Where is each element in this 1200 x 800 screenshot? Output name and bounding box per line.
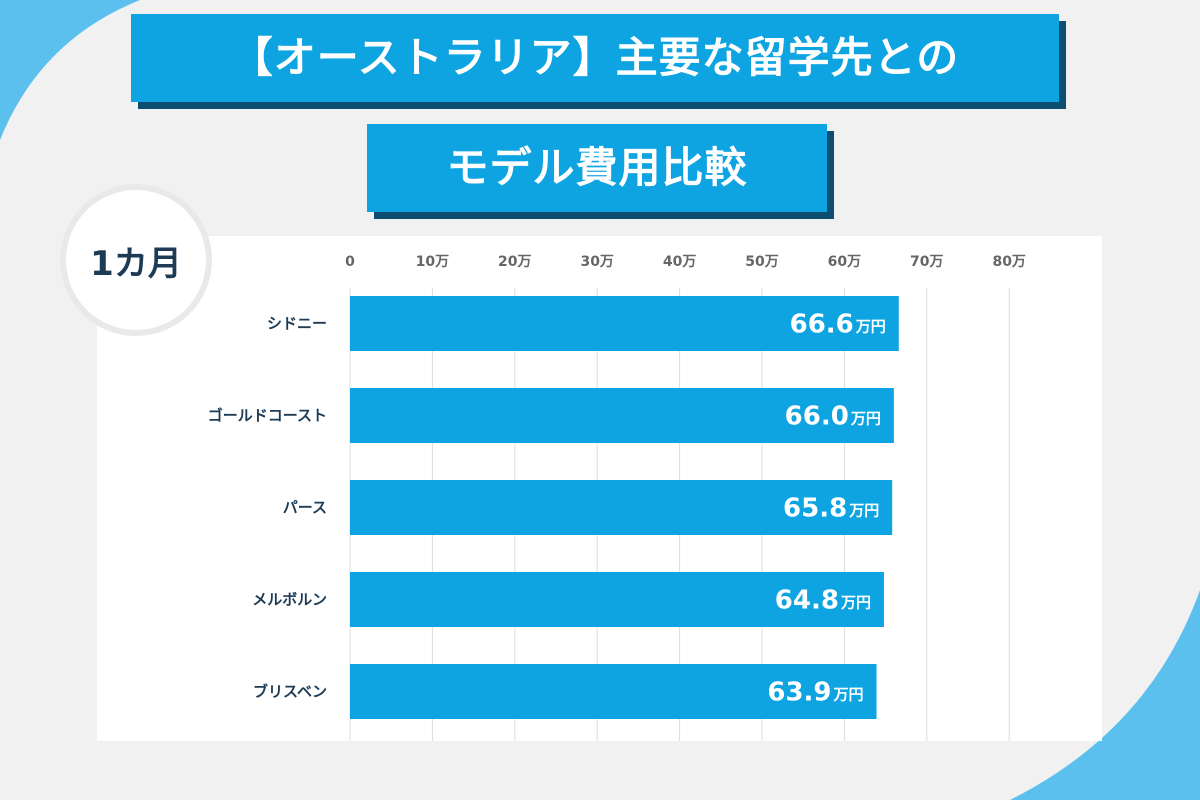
data-label: 64.8 (775, 586, 839, 616)
period-badge: 1カ月 (66, 190, 206, 330)
chart-card: 0 10万 20万 30万 40万 50万 60万 70万 80万 シドニー 66.6 万円 ゴールドコ… (97, 236, 1102, 741)
bottom-right-arc (1010, 590, 1200, 800)
data-label-unit: 万円 (840, 594, 871, 612)
data-label: 66.6 (790, 310, 854, 340)
data-label: 65.8 (783, 494, 847, 524)
title-line-2: モデル費用比較 (367, 124, 827, 212)
bar (350, 664, 877, 719)
category-label: ブリスベン (253, 683, 327, 701)
title-line-1: 【オーストラリア】主要な留学先との (131, 14, 1059, 102)
x-tick-label: 20万 (498, 254, 531, 270)
x-tick-label: 50万 (745, 254, 778, 270)
x-tick-label: 40万 (663, 254, 696, 270)
category-label: メルボルン (252, 591, 327, 609)
data-label-unit: 万円 (833, 686, 864, 704)
category-label: シドニー (267, 315, 327, 333)
data-label-unit: 万円 (850, 410, 881, 428)
x-tick-label: 70万 (910, 254, 943, 270)
bar (350, 388, 894, 443)
x-tick-label: 0 (345, 254, 355, 270)
x-tick-label: 10万 (416, 254, 449, 270)
category-label: ゴールドコースト (208, 407, 327, 425)
data-label: 63.9 (767, 678, 831, 708)
top-left-arc (0, 0, 140, 140)
bar (350, 480, 893, 535)
x-tick-label: 30万 (580, 254, 613, 270)
data-label: 66.0 (785, 402, 849, 432)
x-tick-label: 80万 (992, 254, 1025, 270)
x-tick-label: 60万 (828, 254, 861, 270)
category-label: パース (283, 499, 327, 517)
data-label-unit: 万円 (855, 318, 886, 336)
bar (350, 296, 899, 351)
bar (350, 572, 884, 627)
data-label-unit: 万円 (848, 502, 879, 520)
